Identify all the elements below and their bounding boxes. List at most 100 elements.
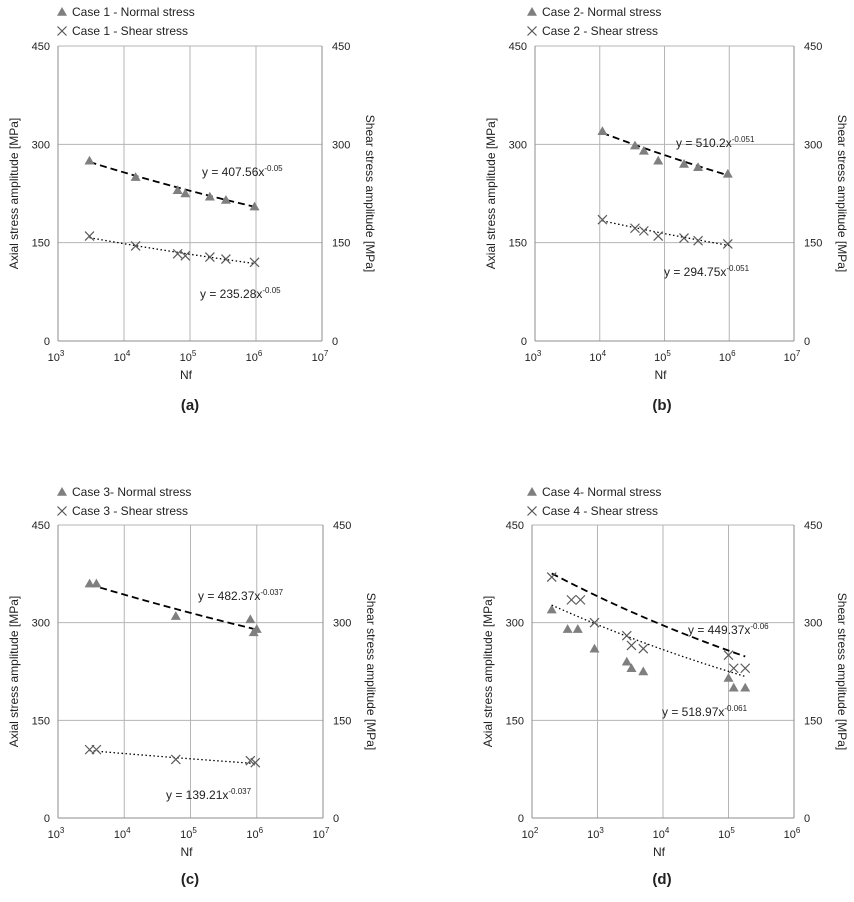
chart-2-x-tick-label: 104	[589, 349, 606, 364]
chart-3-x-tick-label: 103	[48, 826, 65, 841]
chart-2-left-tick-label: 0	[521, 336, 527, 348]
chart-3-left-tick-label: 0	[44, 813, 50, 825]
chart-4-y-axis-title-right: Shear stress amplitude [MPa]	[835, 593, 849, 750]
chart-2-trendline-normal	[602, 132, 730, 177]
chart-3-left-tick-label: 450	[32, 520, 50, 532]
chart-3-legend-label-normal: Case 3- Normal stress	[72, 485, 191, 499]
chart-1-x-tick-label: 106	[246, 349, 263, 364]
chart-3-legend: Case 3- Normal stress Case 3 - Shear stre…	[57, 485, 191, 518]
chart-1-legend-label-shear: Case 1 - Shear stress	[72, 24, 188, 38]
chart-3-x-axis-title: Nf	[181, 845, 194, 859]
chart-3-legend-marker-normal	[57, 487, 67, 496]
chart-1-right-tick-label: 0	[332, 336, 338, 348]
chart-2-point-shear	[722, 239, 733, 249]
chart-4: 0 0 150 150 300 300 450 450 102 103 104 105 106 Nf Axi…	[481, 485, 849, 888]
chart-4-panel-label: (d)	[652, 871, 671, 888]
chart-2-left-tick-label: 450	[509, 41, 527, 53]
chart-2-right-tick-label: 150	[804, 238, 822, 250]
chart-2-y-axis-title-left: Axial stress amplitude [MPa]	[484, 118, 498, 269]
chart-1-right-tick-label: 300	[332, 139, 350, 151]
chart-4-point-shear	[575, 594, 586, 605]
chart-4-point-normal	[728, 682, 739, 692]
chart-4-right-tick-label: 0	[804, 813, 810, 825]
chart-4-left-tick-label: 150	[506, 715, 524, 727]
chart-1-point-normal	[180, 188, 191, 198]
chart-2-x-tick-label: 106	[719, 349, 736, 364]
chart-1-left-tick-label: 0	[44, 336, 50, 348]
chart-3-x-tick-label: 104	[114, 826, 131, 841]
chart-4-point-shear	[638, 643, 649, 654]
chart-4-x-tick-label: 106	[784, 826, 801, 841]
chart-2-right-tick-label: 450	[804, 41, 822, 53]
chart-3-point-normal	[251, 624, 262, 633]
chart-3-point-normal	[245, 614, 256, 624]
chart-2-point-shear	[630, 223, 640, 234]
chart-2-point-normal	[693, 162, 704, 172]
chart-2-point-normal	[653, 155, 664, 165]
chart-1-point-shear	[220, 254, 231, 264]
chart-1-right-tick-label: 150	[332, 238, 350, 250]
chart-1-point-normal	[249, 201, 260, 211]
chart-2-y-axis-title-right: Shear stress amplitude [MPa]	[835, 115, 849, 272]
chart-1-point-shear	[204, 252, 215, 263]
chart-3-y-axis-title-right: Shear stress amplitude [MPa]	[364, 593, 378, 750]
chart-4-legend-marker-shear	[527, 506, 537, 516]
chart-4-point-shear	[546, 572, 557, 583]
chart-4-legend-label-shear: Case 4 - Shear stress	[542, 504, 658, 518]
chart-4-left-tick-label: 300	[506, 618, 524, 630]
chart-4-x-tick-label: 104	[653, 826, 670, 841]
chart-2-point-normal	[629, 140, 640, 150]
chart-4-legend-label-normal: Case 4- Normal stress	[542, 485, 661, 499]
chart-3-left-tick-label: 300	[32, 618, 50, 630]
chart-4-legend: Case 4- Normal stress Case 4 - Shear stre…	[527, 485, 661, 518]
chart-4-point-normal	[638, 666, 649, 676]
chart-3-series-normal	[84, 578, 262, 637]
chart-2-point-shear	[597, 214, 608, 225]
chart-3-right-tick-label: 450	[333, 520, 351, 532]
chart-2-trend-equation-normal: y = 510.2x-0.051	[676, 135, 755, 150]
chart-3: 0 0 150 150 300 300 450 450 103 104 105 106 107 Nf Axi…	[7, 485, 378, 888]
chart-4-point-shear	[723, 650, 734, 661]
chart-1-point-shear	[172, 248, 183, 259]
chart-1-point-shear	[180, 250, 191, 261]
chart-2-trend-equation-shear: y = 294.75x-0.051	[664, 264, 750, 279]
chart-1-legend-marker-shear	[57, 26, 67, 36]
chart-4-point-shear	[621, 630, 632, 641]
chart-4-right-tick-label: 150	[804, 715, 822, 727]
chart-1-trend-equation-shear: y = 235.28x-0.05	[200, 286, 281, 301]
chart-3-series-shear	[84, 744, 261, 768]
chart-3-x-tick-label: 106	[246, 826, 263, 841]
chart-2-legend-marker-shear	[527, 26, 537, 36]
chart-4-x-tick-label: 103	[587, 826, 604, 841]
chart-3-x-tick-label: 105	[180, 826, 197, 841]
chart-1-x-tick-label: 103	[48, 349, 65, 364]
chart-4-point-shear	[728, 663, 739, 674]
chart-1-point-normal	[220, 195, 231, 204]
chart-1-y-axis-title-right: Shear stress amplitude [MPa]	[363, 115, 377, 272]
chart-1-x-tick-label: 104	[114, 349, 131, 364]
chart-1-point-normal	[84, 155, 95, 165]
chart-4-point-normal	[562, 624, 573, 633]
chart-3-point-shear	[250, 757, 261, 768]
chart-1-legend-label-normal: Case 1 - Normal stress	[72, 5, 195, 19]
chart-4-y-axis-title-left: Axial stress amplitude [MPa]	[481, 596, 495, 747]
chart-1-left-tick-label: 300	[32, 139, 50, 151]
chart-3-legend-marker-shear	[57, 506, 67, 516]
chart-1-trend-equation-normal: y = 407.56x-0.05	[202, 164, 283, 179]
chart-2-legend-label-shear: Case 2 - Shear stress	[542, 24, 658, 38]
chart-1-panel-label: (a)	[181, 397, 199, 414]
chart-3-x-tick-label: 107	[313, 826, 330, 841]
chart-4-trendline-normal	[551, 572, 746, 658]
chart-1-series-shear	[84, 231, 260, 268]
chart-2-legend-marker-normal	[527, 7, 537, 16]
chart-3-trendline-normal	[89, 583, 257, 631]
chart-3-right-tick-label: 150	[333, 715, 351, 727]
chart-3-point-shear	[245, 755, 256, 766]
chart-2-trendline-shear	[602, 220, 730, 247]
chart-4-legend-marker-normal	[527, 487, 537, 496]
chart-2-right-tick-label: 0	[804, 336, 810, 348]
chart-2-legend-label-normal: Case 2- Normal stress	[542, 5, 661, 19]
chart-4-series-shear	[546, 572, 751, 678]
chart-4-point-shear	[626, 640, 637, 651]
